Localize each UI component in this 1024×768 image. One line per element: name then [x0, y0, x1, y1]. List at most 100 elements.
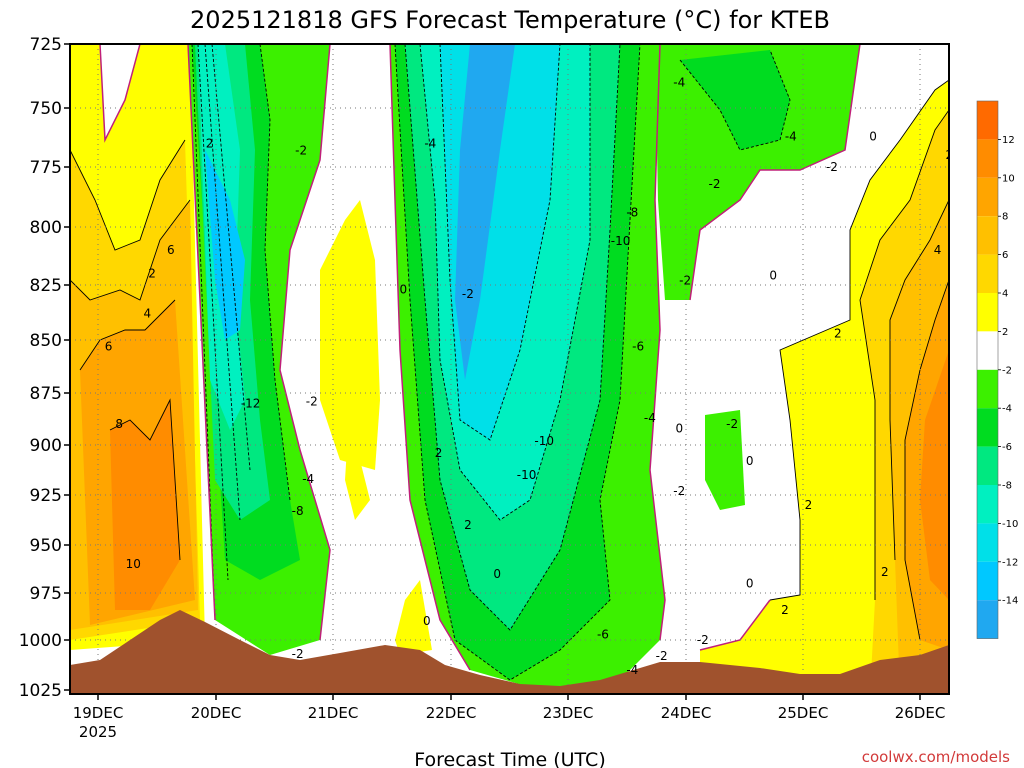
colorbar-label: 10: [1002, 173, 1015, 184]
colorbar-segment: [977, 561, 998, 601]
contour-label: 2: [881, 565, 889, 579]
warm-region-left-10: [110, 400, 180, 610]
contour-label: -8: [626, 206, 638, 220]
colorbar-label: -12: [1002, 557, 1018, 568]
y-tick-label: 800: [30, 218, 62, 238]
contour-label: 0: [399, 282, 407, 296]
contour-label: -4: [785, 129, 797, 143]
colorbar-segment: [977, 331, 998, 370]
contour-label: 0: [493, 567, 501, 581]
y-axis: 725 750 775 800 825 850 875 900 925 950 975 1000 102…: [19, 35, 70, 701]
colorbar-label: -8: [1002, 481, 1012, 492]
contour-label: 0: [869, 129, 877, 143]
contour-label: 2: [435, 446, 443, 460]
cold-pocket-24dec: [705, 410, 745, 510]
cold-region-3-minus4: [680, 50, 790, 150]
contour-label: -8: [292, 504, 304, 518]
x-tick-label: 24DEC: [661, 704, 712, 722]
y-tick-label: 750: [30, 99, 62, 119]
colorbar-segment: [977, 408, 998, 447]
contour-label: -10: [611, 234, 631, 248]
y-tick-label: 900: [30, 436, 62, 456]
x-tick-label: 20DEC: [191, 704, 242, 722]
cold-region-3-minus2: [655, 44, 860, 300]
contour-label: -4: [626, 663, 638, 677]
contour-label: 0: [746, 454, 754, 468]
contour-label: -2: [306, 394, 318, 408]
plot-frame: [69, 43, 950, 695]
contour-label: -4: [302, 472, 314, 486]
contour-label: -4: [644, 411, 656, 425]
contour-label: 8: [969, 472, 977, 486]
y-tick-label: 975: [30, 584, 62, 604]
colorbar-segment: [977, 254, 998, 293]
x-tick-label: 23DEC: [543, 704, 594, 722]
contour-label: -2: [726, 417, 738, 431]
colorbar: 12 10 8 6 4 2 -2 -4 -6 -8 -10 -12 -14: [976, 100, 1018, 639]
colorbar-segment: [977, 446, 998, 485]
y-tick-label: 950: [30, 536, 62, 556]
contour-label: 4: [143, 307, 151, 321]
contour-label: 8: [115, 417, 123, 431]
colorbar-label: 2: [1002, 327, 1008, 338]
contour-label: -2: [462, 287, 474, 301]
contour-label: 0: [746, 576, 754, 590]
contour-label: 4: [951, 488, 959, 502]
contour-label: 2: [834, 326, 842, 340]
contour-label: 6: [969, 311, 977, 325]
contour-label: 2: [206, 136, 214, 150]
contour-label: -4: [424, 136, 436, 150]
contour-label: 2: [148, 266, 156, 280]
cold-region-2-minus14: [455, 44, 515, 380]
colorbar-label: 4: [1002, 289, 1008, 300]
contour-label: 4: [934, 243, 942, 257]
colorbar-label: -14: [1002, 596, 1018, 607]
contour-label: 2: [805, 498, 813, 512]
contour-label: -10: [517, 468, 537, 482]
x-tick-label: 26DEC: [895, 704, 946, 722]
contour-label: 0: [769, 269, 777, 283]
colorbar-label: 6: [1002, 250, 1008, 261]
colorbar-label: -10: [1002, 519, 1018, 530]
contour-label: 0: [675, 421, 683, 435]
colorbar-segment: [977, 485, 998, 524]
y-tick-label: 850: [30, 331, 62, 351]
colorbar-segment: [977, 139, 998, 178]
colorbar-segment: [977, 293, 998, 332]
contour-label: 6: [969, 510, 977, 524]
warm-pocket-21dec-surface: [395, 580, 432, 655]
y-tick-label: 1025: [19, 681, 62, 701]
contour-label: 10: [126, 557, 141, 571]
colorbar-segment: [977, 369, 998, 409]
y-tick-label: 875: [30, 384, 62, 404]
contour-label: -2: [295, 143, 307, 157]
contour-label: -12: [241, 396, 261, 410]
warm-region-right-10: [920, 350, 949, 600]
terrain: [70, 610, 949, 694]
contour-label: -2: [292, 647, 304, 661]
contour-label: -2: [656, 649, 668, 663]
y-tick-label: 775: [30, 158, 62, 178]
colorbar-label: 12: [1002, 135, 1015, 146]
contour-label: 2: [781, 603, 789, 617]
contour-label: -2: [673, 484, 685, 498]
contour-label: -4: [673, 75, 685, 89]
colorbar-label: -4: [1002, 404, 1012, 415]
contour-label: -6: [632, 339, 644, 353]
y-tick-label: 725: [30, 35, 62, 55]
contour-label: -10: [534, 434, 554, 448]
warm-pocket-22dec-surface: [345, 400, 370, 520]
zero-contour-lines: [99, 44, 861, 671]
colorbar-label: -2: [1002, 365, 1012, 376]
x-tick-label: 25DEC: [778, 704, 829, 722]
x-tick-label: 22DEC: [426, 704, 477, 722]
colorbar-segment: [977, 216, 998, 255]
credit-text[interactable]: coolwx.com/models: [862, 748, 1010, 766]
contour-label: -2: [826, 160, 838, 174]
colorbar-segment: [977, 600, 998, 639]
x-tick-year-label: 2025: [79, 723, 117, 741]
